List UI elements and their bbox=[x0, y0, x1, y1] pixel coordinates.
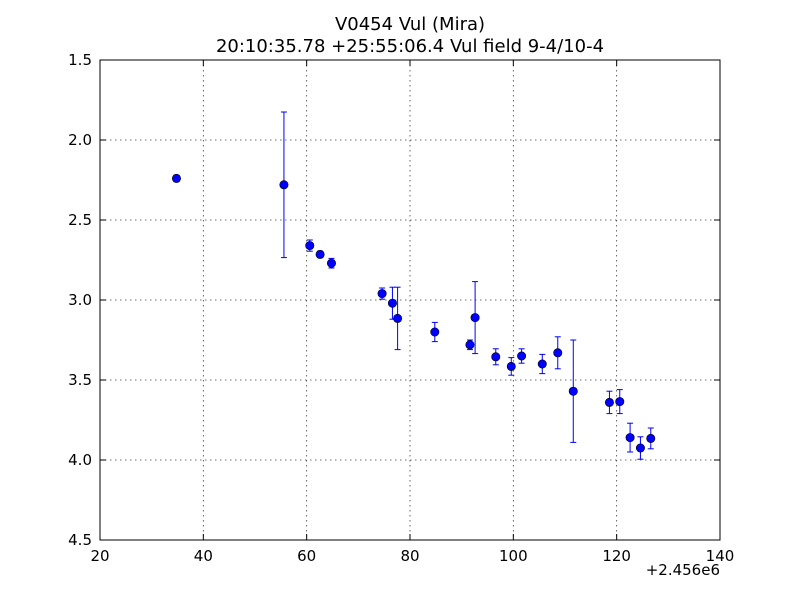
data-point-group bbox=[568, 339, 578, 443]
data-point bbox=[646, 433, 656, 443]
axis-ticks: 20 40 60 80 100 120 140 1.5 2.0 2.5 3.0 3.5 4.0 4.5 bbox=[68, 51, 734, 565]
data-point bbox=[279, 180, 289, 190]
data-point bbox=[537, 359, 547, 369]
data-point bbox=[517, 351, 527, 361]
data-point-group bbox=[305, 239, 315, 252]
data-point bbox=[315, 249, 325, 259]
data-point bbox=[430, 327, 440, 337]
data-point bbox=[491, 352, 501, 362]
data-point bbox=[553, 348, 563, 358]
data-point bbox=[305, 241, 315, 251]
y-tick-label: 1.5 bbox=[68, 51, 92, 69]
data-point-group bbox=[506, 357, 516, 376]
x-tick-label: 140 bbox=[706, 547, 735, 565]
data-point-group bbox=[604, 390, 614, 415]
data-point bbox=[171, 173, 181, 183]
data-point-group bbox=[491, 348, 501, 366]
data-point-group bbox=[646, 427, 656, 450]
data-point bbox=[506, 361, 516, 371]
data-point bbox=[377, 289, 387, 299]
data-point-group bbox=[615, 389, 625, 415]
y-tick-label: 2.0 bbox=[68, 131, 92, 149]
data-point-group bbox=[625, 422, 635, 453]
x-tick-label: 60 bbox=[297, 547, 316, 565]
data-point-group bbox=[517, 348, 527, 364]
data-point-group bbox=[377, 287, 387, 300]
data-point-group bbox=[326, 257, 336, 269]
data-point bbox=[615, 397, 625, 407]
data-point-group bbox=[470, 281, 480, 355]
y-tick-label: 3.0 bbox=[68, 291, 92, 309]
data-layer bbox=[171, 111, 656, 460]
data-point-group bbox=[635, 436, 645, 460]
x-offset-label: +2.456e6 bbox=[646, 561, 720, 579]
x-tick-label: 20 bbox=[90, 547, 109, 565]
data-point bbox=[635, 443, 645, 453]
data-point-group bbox=[393, 286, 403, 351]
data-point bbox=[568, 386, 578, 396]
grid-layer bbox=[100, 60, 720, 540]
x-tick-label: 120 bbox=[602, 547, 631, 565]
data-point-group bbox=[171, 173, 181, 183]
y-tick-label: 3.5 bbox=[68, 371, 92, 389]
data-point-group bbox=[279, 111, 289, 259]
data-point-group bbox=[387, 286, 397, 320]
data-point-group bbox=[430, 321, 440, 343]
data-point bbox=[387, 298, 397, 308]
y-tick-label: 2.5 bbox=[68, 211, 92, 229]
chart-subtitle: 20:10:35.78 +25:55:06.4 Vul field 9-4/10… bbox=[216, 36, 604, 57]
data-point bbox=[625, 433, 635, 443]
data-point bbox=[326, 258, 336, 268]
chart-title: V0454 Vul (Mira) bbox=[335, 14, 485, 35]
data-point-group bbox=[553, 336, 563, 370]
x-tick-label: 100 bbox=[499, 547, 528, 565]
data-point bbox=[393, 313, 403, 323]
x-tick-label: 80 bbox=[400, 547, 419, 565]
data-point-group bbox=[537, 353, 547, 375]
data-point bbox=[465, 340, 475, 350]
data-point-group bbox=[315, 249, 325, 259]
data-point-group bbox=[465, 339, 475, 351]
data-point bbox=[604, 397, 614, 407]
y-tick-label: 4.5 bbox=[68, 531, 92, 549]
data-point bbox=[470, 313, 480, 323]
x-tick-label: 40 bbox=[194, 547, 213, 565]
y-tick-label: 4.0 bbox=[68, 451, 92, 469]
